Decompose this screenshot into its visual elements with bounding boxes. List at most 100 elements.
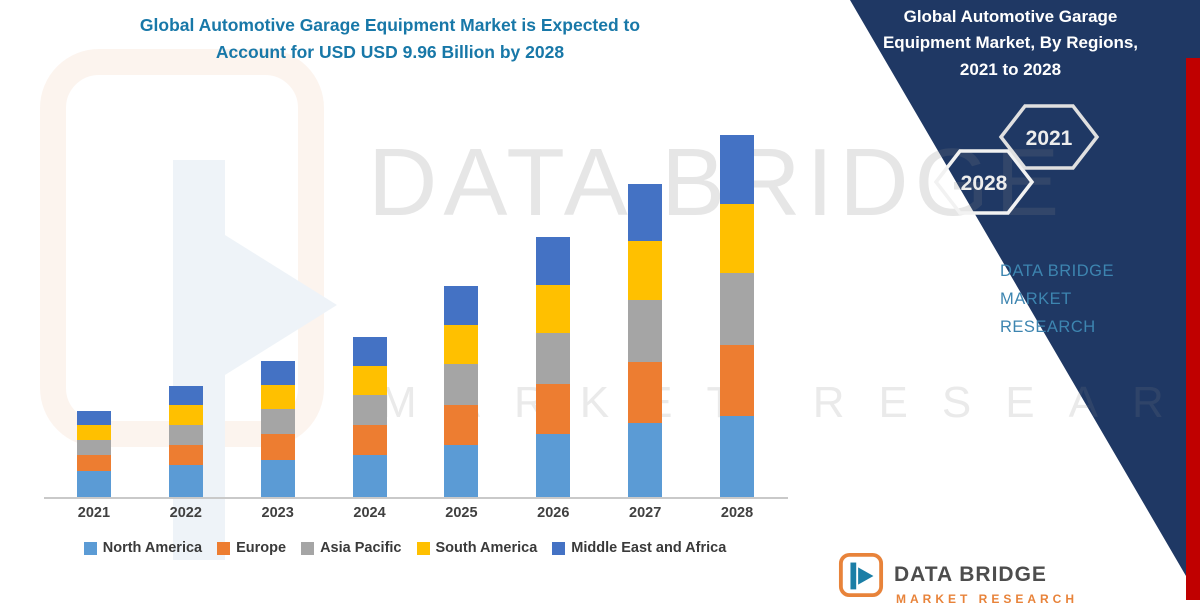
bar-segment: [352, 425, 387, 455]
bar-segment: [628, 241, 663, 300]
legend-label: Asia Pacific: [320, 540, 402, 556]
x-axis-label: 2021: [77, 505, 111, 521]
bar-column-2023: [232, 130, 324, 498]
bar-segment: [260, 434, 295, 460]
x-axis-label: 2028: [720, 505, 754, 521]
bar-segment: [720, 135, 755, 204]
bar-segment: [76, 440, 111, 456]
bar-column-2021: [48, 130, 140, 498]
x-axis-labels: 2021 2022 2023 2024 2025 2026 2027 2028: [48, 505, 783, 521]
bar-segment: [720, 273, 755, 345]
bar-segment: [168, 424, 203, 446]
bar-segment: [260, 360, 295, 385]
x-axis-line: [44, 497, 788, 499]
bar-segment: [76, 455, 111, 471]
legend-label: South America: [435, 540, 538, 556]
bar-segment: [76, 425, 111, 441]
bar-segment: [168, 445, 203, 466]
legend-swatch: [552, 541, 566, 555]
legend-swatch: [217, 541, 231, 555]
bar-segment: [260, 408, 295, 435]
brand-text: DATA BRIDGE MARKET RESEARCH: [1000, 257, 1190, 341]
legend-item: Middle East and Africa: [552, 540, 726, 556]
x-axis-label: 2023: [261, 505, 294, 521]
x-axis-label: 2027: [629, 505, 662, 521]
legend-label: Middle East and Africa: [571, 540, 727, 556]
bar-segment: [260, 459, 295, 498]
legend-item: Asia Pacific: [301, 540, 402, 556]
bar-segment: [720, 203, 755, 274]
legend-swatch: [416, 541, 430, 555]
bar-segment: [720, 344, 755, 416]
bar-segment: [444, 445, 479, 498]
legend-item: North America: [83, 540, 203, 556]
side-panel-title-line2: Equipment Market, By Regions,: [882, 33, 1139, 53]
bar-segment: [444, 364, 479, 406]
bar-segment: [76, 470, 111, 498]
bar-segment: [260, 384, 295, 409]
footer-logo-text: DATA BRIDGE: [894, 563, 1047, 586]
bar-segment: [352, 365, 387, 396]
bar-segment: [536, 333, 571, 385]
data-bridge-logo-icon: [838, 552, 884, 598]
stacked-bar: [444, 285, 479, 498]
legend-label: Europe: [236, 540, 287, 556]
bar-segment: [628, 423, 663, 498]
bar-segment: [536, 285, 571, 334]
stacked-bar: [260, 360, 295, 498]
year-hexagons: 2028 2021: [933, 104, 1100, 215]
bar-column-2022: [140, 130, 232, 498]
legend-swatch: [301, 541, 315, 555]
bar-column-2025: [416, 130, 508, 498]
legend-swatch: [83, 541, 97, 555]
bar-column-2027: [599, 130, 691, 498]
bar-segment: [444, 325, 479, 365]
bar-segment: [444, 285, 479, 326]
stacked-bar: [76, 410, 111, 498]
brand-text-line2: RESEARCH: [1000, 318, 1096, 337]
hexagon-2028: [933, 149, 1035, 215]
watermark-text-line1: DATA BRIDGE: [368, 129, 1066, 236]
stacked-bar: [352, 336, 387, 498]
stacked-bar: [168, 385, 203, 498]
legend-label: North America: [102, 540, 203, 556]
bar-segment: [444, 405, 479, 446]
bar-chart-plot-area: [48, 130, 783, 498]
bar-segment: [536, 434, 571, 498]
footer-logo: DATA BRIDGE: [838, 552, 1047, 598]
brand-text-line1: DATA BRIDGE MARKET: [1000, 262, 1114, 309]
bar-column-2028: [691, 130, 783, 498]
x-axis-label: 2026: [537, 505, 570, 521]
bar-segment: [720, 415, 755, 498]
bar-segment: [352, 455, 387, 498]
x-axis-label: 2024: [353, 505, 386, 521]
bar-segment: [168, 405, 203, 425]
hexagon-2021-label: 2021: [1026, 127, 1073, 150]
bar-segment: [168, 385, 203, 406]
x-axis-label: 2022: [169, 505, 202, 521]
bar-column-2024: [324, 130, 416, 498]
legend-item: South America: [416, 540, 538, 556]
hexagon-2028-label: 2028: [961, 172, 1008, 195]
bar-segment: [76, 410, 111, 426]
bar-segment: [352, 395, 387, 426]
chart-title: Global Automotive Garage Equipment Marke…: [50, 12, 730, 66]
side-panel-title: Global Automotive Garage Equipment Marke…: [878, 4, 1143, 83]
bar-segment: [628, 299, 663, 363]
chart-title-line1: Global Automotive Garage Equipment Marke…: [139, 15, 641, 35]
legend-item: Europe: [217, 540, 286, 556]
bar-segment: [536, 384, 571, 435]
bar-segment: [536, 236, 571, 286]
side-panel-title-line1: Global Automotive Garage: [903, 7, 1118, 26]
watermark-text-line2: MARKET RESEARCH: [380, 378, 1200, 427]
hexagon-2021: [998, 104, 1100, 170]
red-edge-stripe: [1186, 58, 1200, 600]
chart-title-line2: Account for USD USD 9.96 Billion by 2028: [215, 42, 565, 63]
stacked-bar: [536, 236, 571, 498]
stacked-bar: [720, 135, 755, 498]
bar-segment: [628, 362, 663, 424]
bar-segment: [352, 336, 387, 366]
bar-column-2026: [507, 130, 599, 498]
bar-segment: [628, 183, 663, 242]
